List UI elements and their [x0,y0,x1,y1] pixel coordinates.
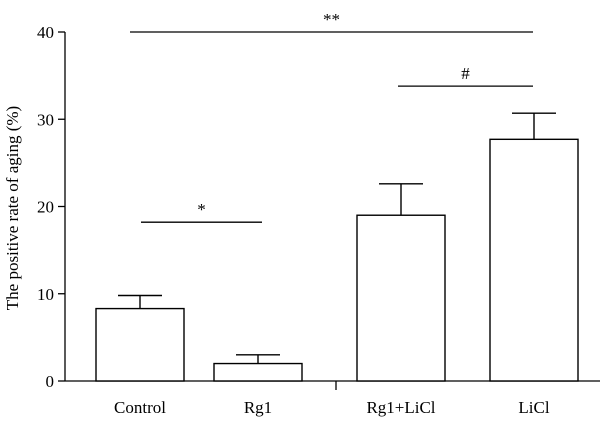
bar-2 [356,214,446,382]
y-tick-label-3: 30 [37,110,54,129]
error-bars [118,112,556,364]
y-axis-title-group: The positive rate of aging (%) [3,106,22,310]
bars [95,138,579,382]
significance-label-0: * [197,200,206,219]
significance-label-2: ** [323,10,340,29]
y-tick-label-0: 0 [46,372,55,391]
y-axis-title: The positive rate of aging (%) [3,106,22,310]
category-label-1: Rg1 [244,398,272,417]
bar-0 [95,307,185,382]
bar-3 [489,138,579,382]
y-tick-label-1: 10 [37,285,54,304]
category-labels: Control Rg1 Rg1+LiCl LiCl [114,398,550,417]
category-label-0: Control [114,398,166,417]
y-tick-label-4: 40 [37,23,54,42]
y-tick-label-2: 20 [37,198,54,217]
bar-1 [213,362,303,382]
category-label-2: Rg1+LiCl [366,398,435,417]
significance-label-1: # [461,64,470,83]
category-label-3: LiCl [518,398,549,417]
significance-brackets: * # ** [130,10,533,223]
